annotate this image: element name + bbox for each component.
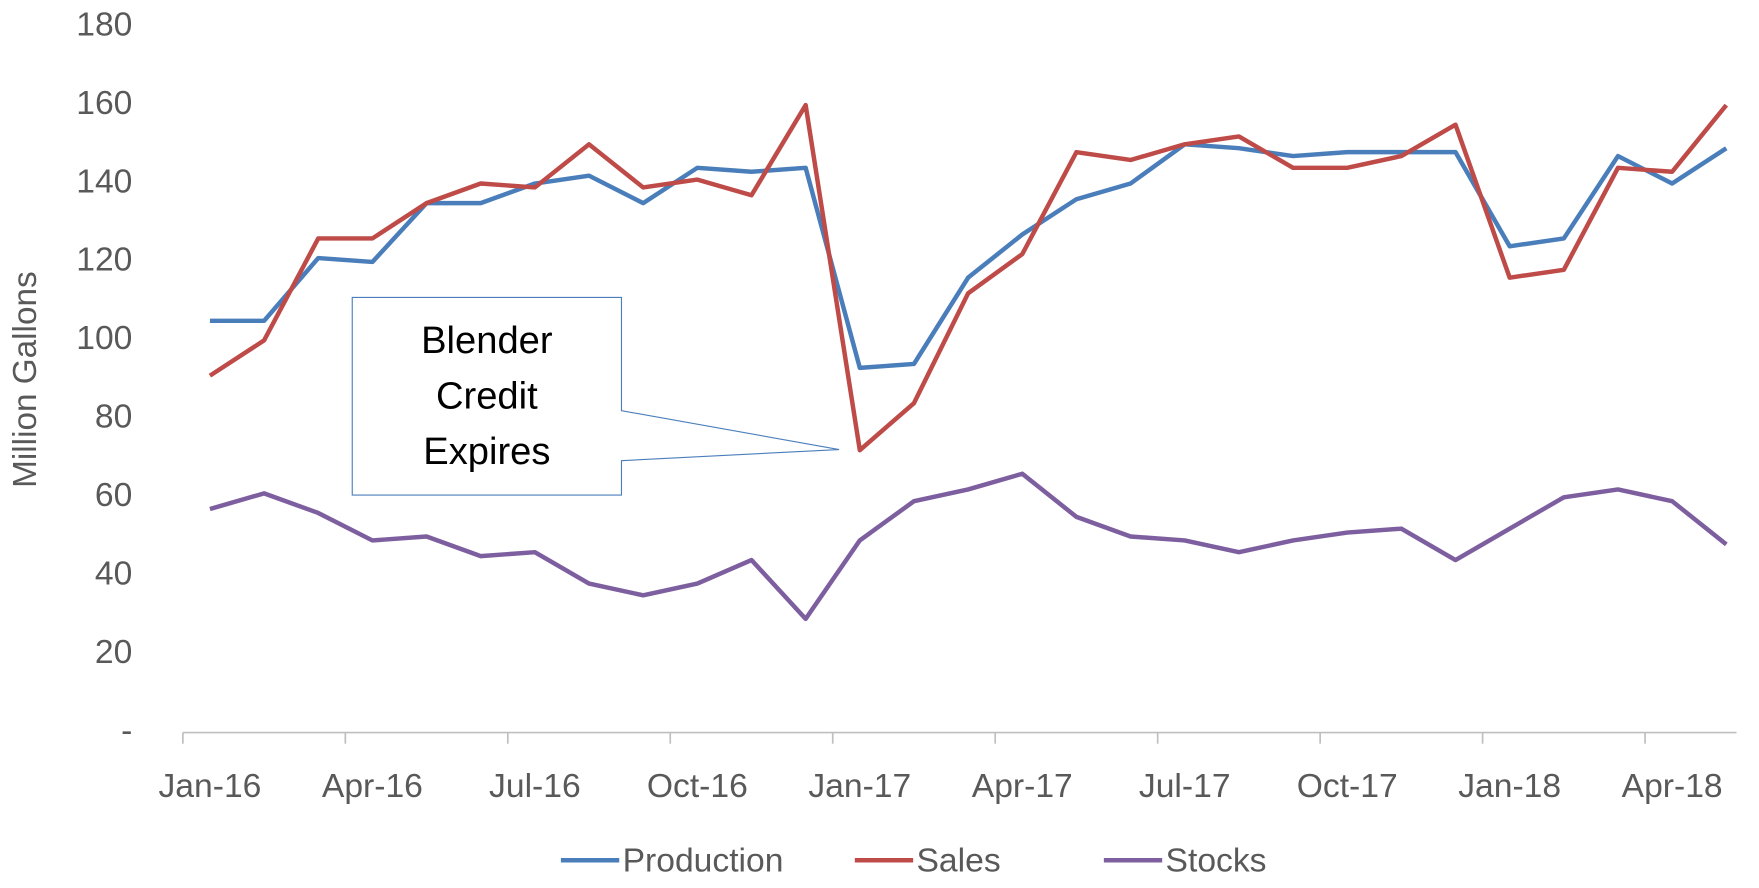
y-tick-label: 180 bbox=[76, 7, 132, 44]
series-line bbox=[208, 102, 1729, 453]
series-line bbox=[209, 471, 1728, 622]
legend-label: Stocks bbox=[1166, 842, 1267, 879]
series-line bbox=[209, 142, 1728, 371]
y-tick-label: 60 bbox=[95, 477, 132, 514]
x-tick-label: Jan-18 bbox=[1458, 768, 1561, 805]
legend-label: Production bbox=[623, 842, 784, 879]
annotation: Blender Credit Expires bbox=[421, 319, 553, 473]
y-tick-label: - bbox=[121, 713, 132, 750]
callout bbox=[351, 296, 840, 496]
y-tick-label: 40 bbox=[95, 556, 132, 593]
y-tick-label: 100 bbox=[76, 320, 132, 357]
x-tick-label: Jan-16 bbox=[158, 768, 261, 805]
callout-text-box: Blender Credit Expires bbox=[421, 319, 553, 473]
legend-label: Sales bbox=[917, 842, 1001, 879]
plot: Million Gallons - 20 40 60 80 100 120 140 160 180… bbox=[7, 7, 1737, 879]
y-tick-label: 80 bbox=[95, 399, 132, 436]
x-tick-label: Jan-17 bbox=[808, 768, 911, 805]
y-tick-label: 160 bbox=[76, 85, 132, 122]
y-axis-label: Million Gallons bbox=[7, 271, 44, 487]
y-tick-label: 20 bbox=[95, 634, 132, 671]
x-tick-label: Jul-17 bbox=[1139, 768, 1231, 805]
y-tick-label: 140 bbox=[76, 163, 132, 200]
x-tick-label: Oct-17 bbox=[1297, 768, 1398, 805]
y-tick-label: 120 bbox=[76, 242, 132, 279]
x-tick-label: Apr-16 bbox=[322, 768, 423, 805]
x-tick-label: Apr-17 bbox=[972, 768, 1073, 805]
x-tick-label: Jul-16 bbox=[489, 768, 581, 805]
x-tick-label: Apr-18 bbox=[1622, 768, 1723, 805]
x-tick-label: Oct-16 bbox=[647, 768, 748, 805]
